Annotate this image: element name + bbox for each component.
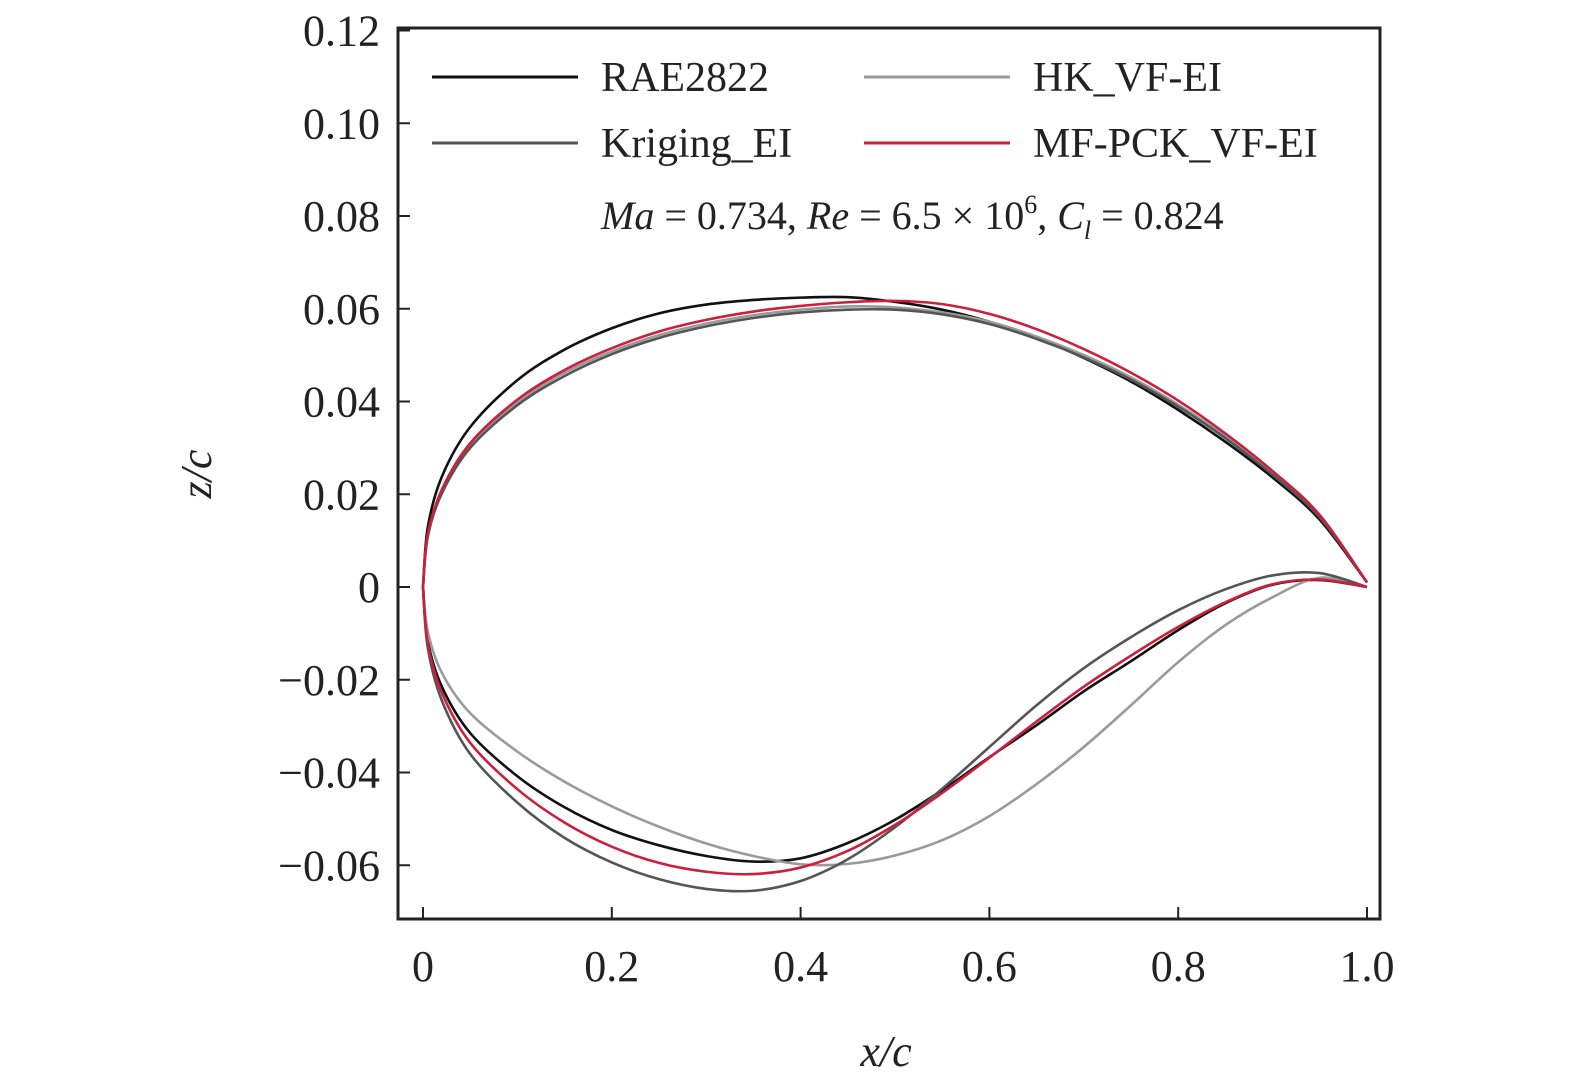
- series-curves: [421, 295, 1369, 893]
- kriging-ei-upper-surface-line: [421, 307, 1369, 588]
- plot-frame: [396, 26, 1382, 921]
- lift-coefficient-symbol: C: [1057, 193, 1085, 238]
- flow-conditions-annotation: Ma = 0.734, Re = 6.5 × 106, Cl = 0.824: [600, 190, 1224, 245]
- kriging-ei-lower-surface-line: [421, 570, 1368, 893]
- series-kriging-ei: [421, 307, 1369, 893]
- legend: RAE2822 HK_VF-EI Kriging_EI MF-PCK_VF-EI: [432, 55, 1318, 167]
- legend-label-hk-vf-ei: HK_VF-EI: [1033, 55, 1222, 101]
- y-axis-label: z/c: [172, 449, 221, 499]
- x-tick-label: 1.0: [1340, 942, 1395, 991]
- y-tick-label: 0.10: [303, 99, 380, 148]
- y-tick-label: 0: [358, 563, 380, 612]
- reynolds-value: = 6.5 × 10: [849, 193, 1024, 238]
- series-hk-vf-ei: [421, 304, 1369, 867]
- separator: ,: [1037, 193, 1057, 238]
- series-mf-pck-vf-ei: [421, 299, 1369, 876]
- lift-coefficient-value: = 0.824: [1091, 193, 1224, 238]
- legend-label-rae2822: RAE2822: [601, 55, 769, 101]
- x-tick-label: 0.4: [773, 942, 828, 991]
- legend-label-kriging-ei: Kriging_EI: [601, 121, 792, 167]
- rae2822-lower-surface-line: [421, 578, 1368, 863]
- mach-symbol: Ma: [600, 193, 654, 238]
- y-tick-label: −0.02: [278, 656, 380, 705]
- x-tick-label: 0.6: [962, 942, 1017, 991]
- y-tick-label: −0.04: [278, 749, 380, 798]
- x-tick-label: 0.8: [1151, 942, 1206, 991]
- mf-pck-vf-ei-lower-surface-line: [421, 578, 1368, 876]
- lift-coefficient-subscript: l: [1084, 216, 1091, 245]
- y-tick-label: −0.06: [278, 841, 380, 890]
- y-tick-label: 0.08: [303, 192, 380, 241]
- x-tick-label: 0: [412, 942, 434, 991]
- hk-vf-ei-upper-surface-line: [421, 304, 1369, 588]
- hk-vf-ei-lower-surface-line: [421, 576, 1368, 867]
- reynolds-symbol: Re: [806, 193, 849, 238]
- reynolds-exponent: 6: [1024, 190, 1037, 219]
- legend-label-mf-pck-vf-ei: MF-PCK_VF-EI: [1033, 121, 1318, 167]
- y-tick-label: 0.04: [303, 378, 380, 427]
- mf-pck-vf-ei-upper-surface-line: [421, 299, 1369, 588]
- x-axis-label: x/c: [859, 1027, 912, 1076]
- axis-tick-labels: 0 0.2 0.4 0.6 0.8 1.0 −0.06 −0.04 −0.02 0 0.02 0.04…: [278, 7, 1394, 992]
- x-tick-label: 0.2: [584, 942, 639, 991]
- rae2822-upper-surface-line: [421, 295, 1369, 588]
- series-rae2822: [421, 295, 1369, 863]
- y-tick-label: 0.06: [303, 285, 380, 334]
- y-tick-label: 0.02: [303, 470, 380, 519]
- y-tick-label: 0.12: [303, 7, 380, 56]
- axis-ticks: [398, 29, 1368, 919]
- mach-value: = 0.734,: [654, 193, 807, 238]
